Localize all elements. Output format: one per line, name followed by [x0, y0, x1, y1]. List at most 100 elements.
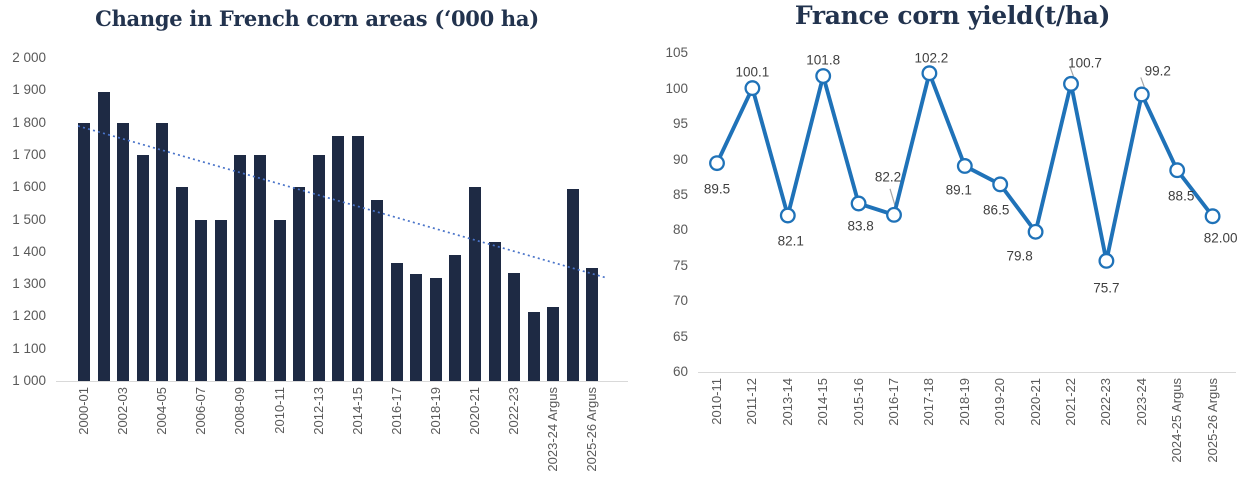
line-x-label: 2011-12	[744, 378, 760, 425]
bar	[293, 187, 306, 381]
line-point-marker	[709, 155, 725, 172]
bar	[175, 187, 188, 381]
bar	[234, 155, 247, 381]
y-tick-label: 60	[672, 364, 688, 379]
bar-x-label: 2022-23	[506, 387, 522, 435]
bar	[410, 274, 423, 381]
y-tick-label: 2 000	[12, 50, 46, 66]
label-leader-line	[889, 188, 897, 209]
y-tick-label: 1 600	[12, 179, 46, 195]
line-point-marker	[1027, 223, 1044, 240]
bar-x-label: 2014-15	[349, 387, 365, 435]
data-label: 82.2	[874, 169, 902, 185]
y-tick-label: 75	[672, 257, 688, 273]
y-tick-label: 70	[672, 293, 688, 309]
y-tick-label: 1 900	[12, 82, 46, 98]
area-chart-title: Change in French corn areas (‘000 ha)	[95, 6, 539, 31]
line-point-marker	[1098, 252, 1115, 269]
bar-x-label: 2002-03	[115, 387, 131, 435]
bar	[195, 219, 208, 381]
bar	[273, 219, 286, 381]
bar	[332, 135, 345, 381]
data-label: 79.8	[1006, 248, 1033, 264]
y-tick-label: 1 100	[12, 340, 46, 356]
bar	[351, 135, 364, 381]
data-label: 75.7	[1093, 280, 1120, 296]
line-point-marker	[956, 158, 973, 174]
data-label: 89.5	[703, 181, 731, 197]
bar	[586, 268, 599, 381]
data-label: 88.5	[1168, 188, 1195, 204]
line-point-marker	[1204, 208, 1221, 225]
bar-x-label: 2023-24 Argus	[545, 387, 561, 472]
data-label: 83.8	[847, 218, 874, 234]
line-point-marker	[779, 207, 796, 224]
bar-x-label: 2000-01	[76, 387, 91, 435]
line-x-label: 2010-11	[709, 378, 724, 425]
bar	[508, 272, 521, 381]
line-x-label: 2024-25 Argus	[1169, 378, 1185, 463]
data-label: 82.1	[777, 233, 804, 249]
y-tick-label: 85	[672, 187, 688, 202]
y-tick-label: 1 300	[12, 276, 46, 292]
line-point-marker	[921, 65, 938, 82]
line-point-marker	[992, 176, 1009, 193]
data-label: 101.8	[806, 52, 841, 68]
bar	[371, 200, 384, 381]
line-x-label: 2020-21	[1027, 378, 1043, 426]
bar-x-label: 2006-07	[193, 387, 209, 435]
line-x-label: 2022-23	[1098, 378, 1114, 426]
bar	[527, 311, 540, 381]
line-x-label: 2017-18	[921, 378, 937, 426]
bar	[97, 92, 110, 381]
data-label: 82.00	[1203, 230, 1238, 246]
bar-x-label: 2012-13	[310, 387, 326, 435]
y-tick-label: 95	[672, 116, 688, 132]
line-x-label: 2019-20	[992, 378, 1008, 426]
line-point-marker	[1169, 162, 1186, 179]
y-tick-label: 1 400	[12, 243, 46, 259]
line-x-label: 2014-15	[815, 378, 831, 426]
bar	[469, 187, 481, 381]
line-x-label: 2013-14	[779, 378, 795, 426]
bar	[429, 277, 442, 381]
line-x-label: 2016-17	[886, 378, 901, 426]
bar-x-label: 2016-17	[388, 387, 404, 435]
line-x-label: 2015-16	[850, 378, 866, 426]
line-point-marker	[886, 206, 902, 223]
bar	[312, 155, 325, 381]
bar	[566, 188, 579, 381]
bar-x-label: 2025-26 Argus	[584, 387, 600, 472]
bar-x-label: 2010-11	[271, 387, 287, 434]
bar	[214, 219, 227, 381]
line-point-marker	[850, 195, 867, 212]
data-label: 99.2	[1144, 63, 1171, 79]
y-tick-label: 1 700	[12, 147, 46, 163]
y-tick-label: 90	[672, 151, 688, 167]
bar	[449, 255, 462, 381]
bar-x-label: 2008-09	[232, 387, 248, 435]
bar	[136, 155, 149, 381]
yield-chart-title: France corn yield(t/ha)	[794, 1, 1111, 30]
x-axis-line	[56, 381, 628, 382]
bar	[488, 242, 501, 381]
y-tick-label: 1 200	[12, 308, 46, 324]
y-tick-label: 80	[672, 222, 688, 238]
line-point-marker	[1133, 86, 1150, 103]
line-x-label: 2023-24	[1133, 378, 1149, 426]
y-tick-label: 100	[665, 80, 688, 96]
label-leader-line	[1140, 77, 1146, 89]
y-tick-label: 105	[665, 45, 688, 61]
bar-x-label: 2004-05	[154, 387, 170, 435]
bar-x-label: 2018-19	[427, 387, 443, 435]
bar	[253, 155, 266, 381]
bar	[117, 122, 130, 381]
x-axis-line	[698, 372, 1236, 373]
line-x-label: 2025-26 Argus	[1204, 378, 1220, 463]
data-label: 86.5	[983, 202, 1010, 218]
bar	[547, 306, 560, 381]
bar-x-label: 2020-21	[467, 387, 482, 435]
line-point-marker	[815, 68, 832, 85]
data-label: 89.1	[945, 182, 972, 198]
